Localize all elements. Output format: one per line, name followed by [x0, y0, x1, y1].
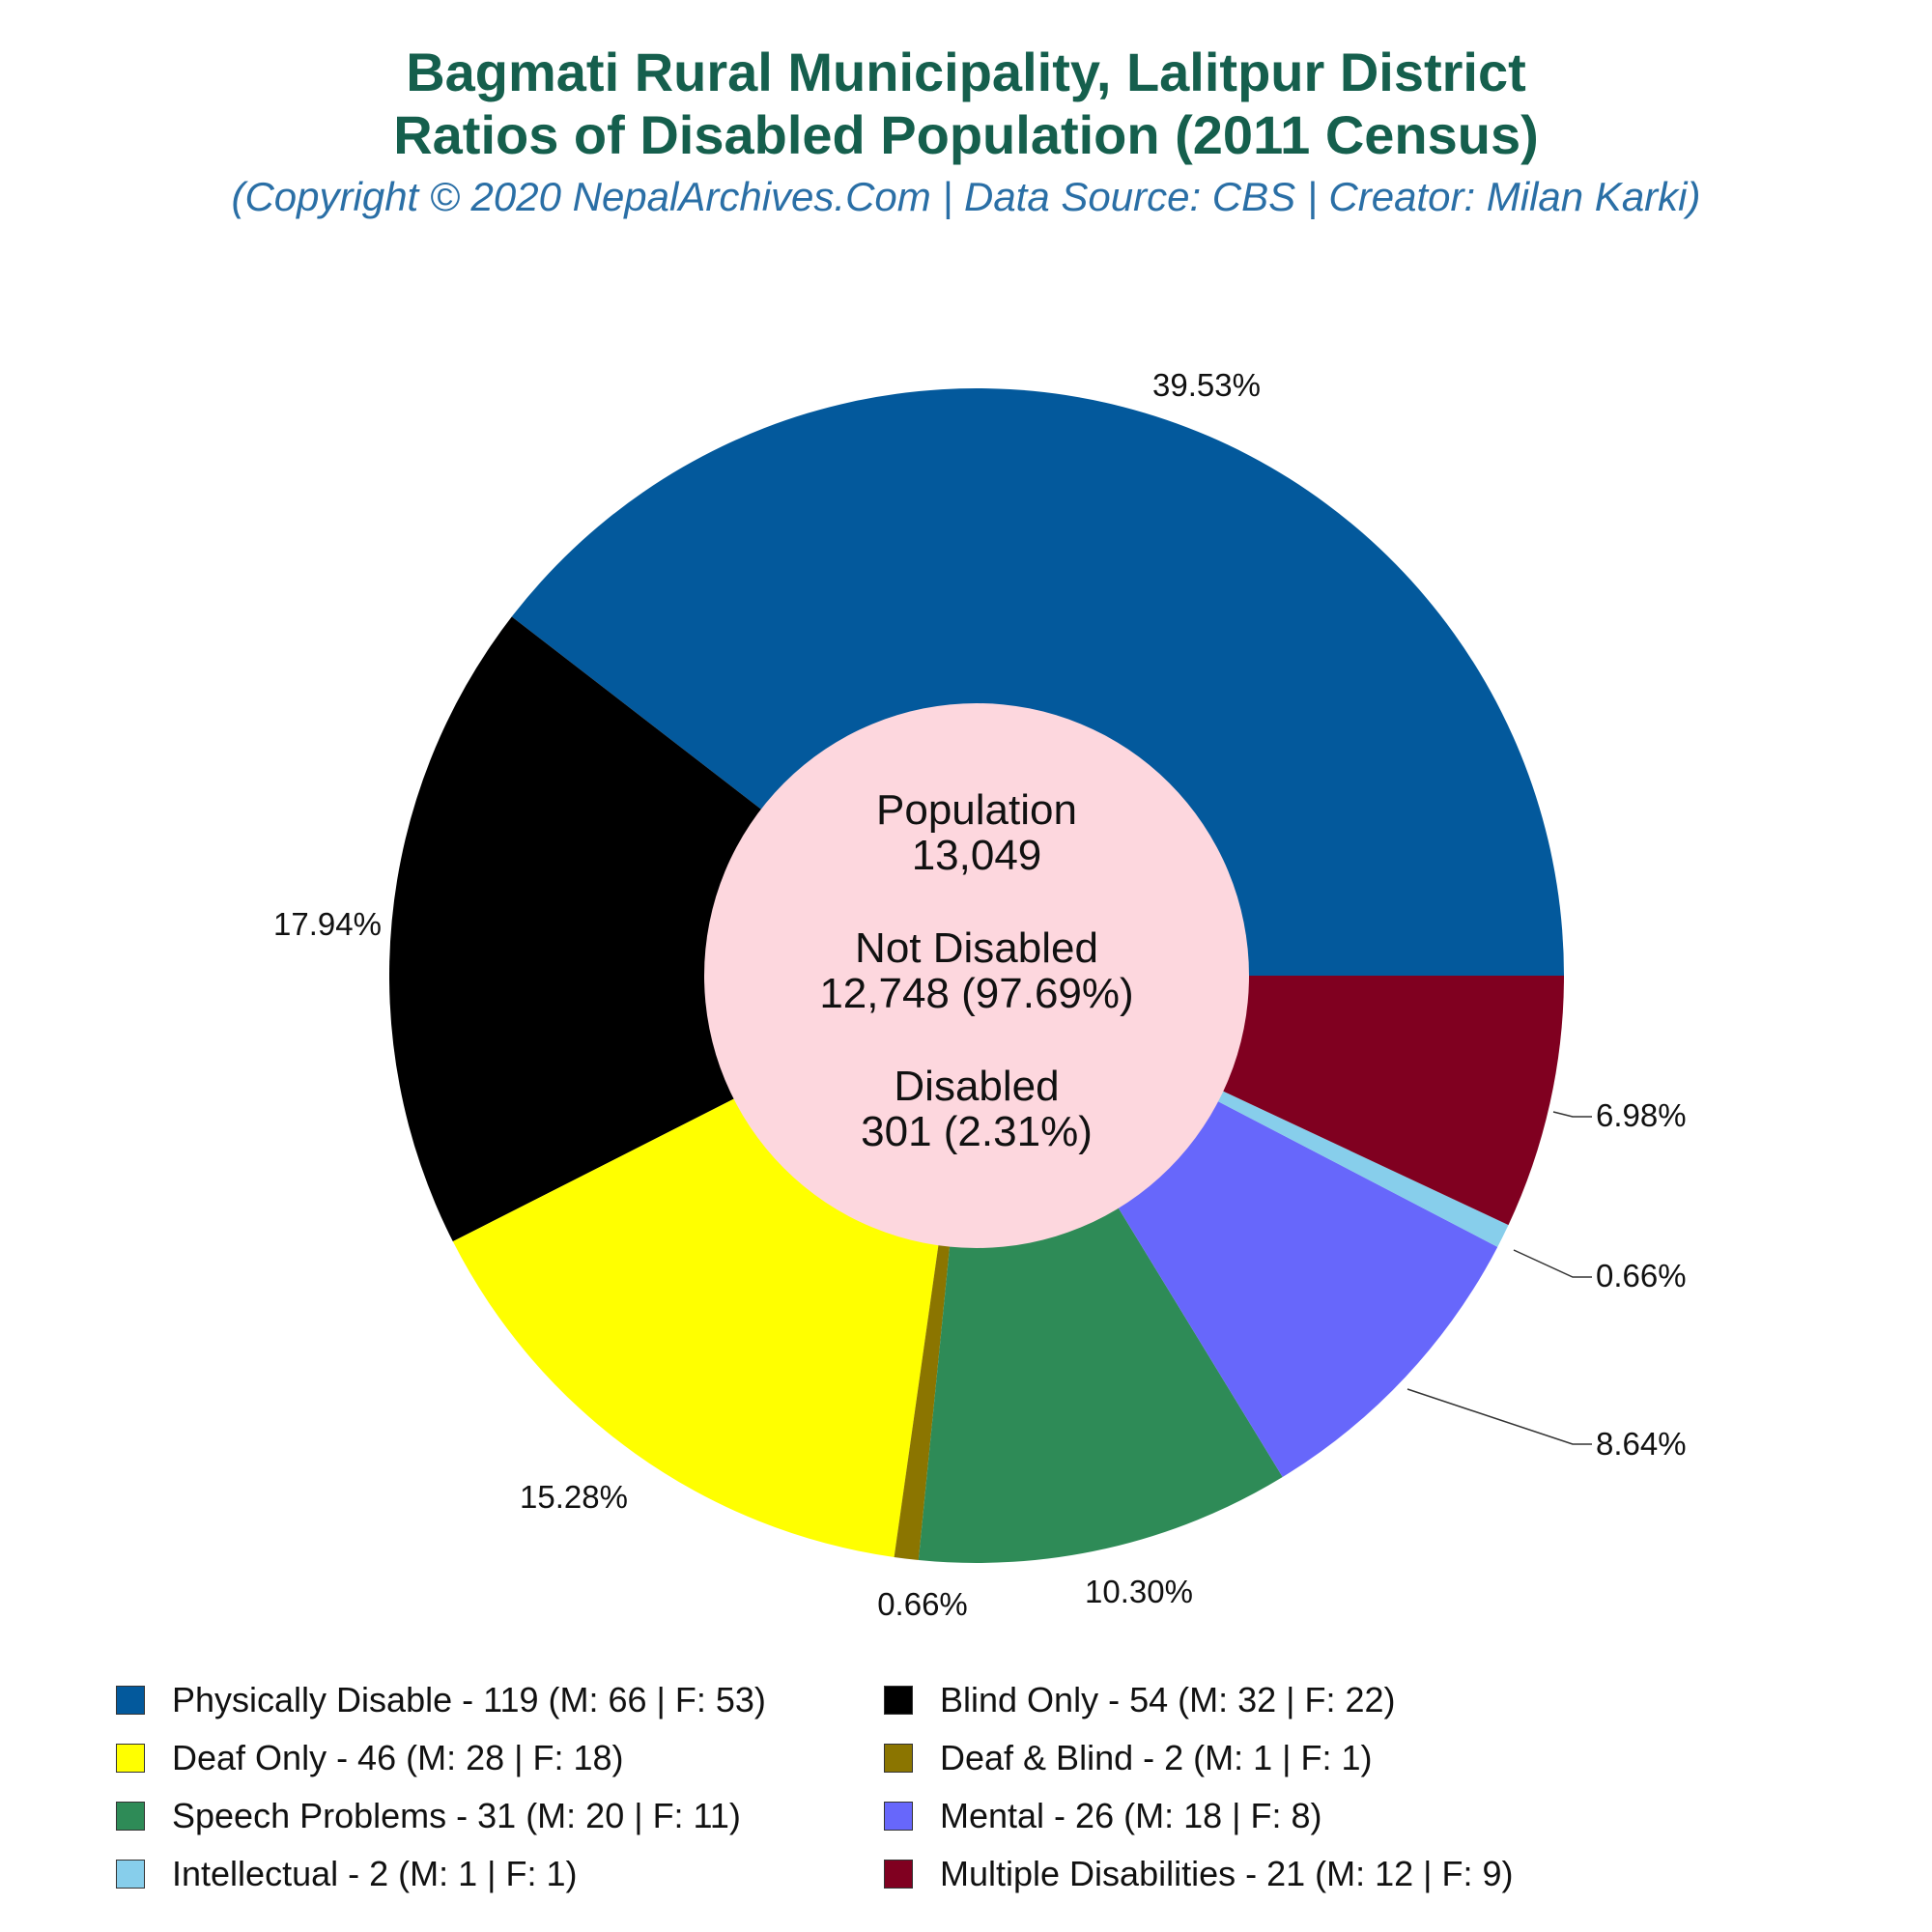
center-population-value: 13,049	[912, 832, 1042, 879]
legend-swatch	[116, 1860, 145, 1889]
legend-item-physically-disable: Physically Disable - 119 (M: 66 | F: 53)	[116, 1676, 766, 1724]
legend-item-mental: Mental - 26 (M: 18 | F: 8)	[884, 1792, 1321, 1840]
percent-label-intellectual: 0.66%	[1596, 1258, 1687, 1293]
legend-swatch	[884, 1860, 913, 1889]
label-leader-lines	[1406, 1111, 1592, 1445]
leader-line-mental	[1406, 1388, 1592, 1445]
center-disabled-label: Disabled	[894, 1063, 1059, 1110]
legend-label: Blind Only - 54 (M: 32 | F: 22)	[940, 1680, 1396, 1719]
legend-swatch	[884, 1686, 913, 1715]
legend-item-deaf-only: Deaf Only - 46 (M: 28 | F: 18)	[116, 1734, 624, 1782]
legend-item-multiple-disabilities: Multiple Disabilities - 21 (M: 12 | F: 9…	[884, 1850, 1514, 1898]
legend-label: Multiple Disabilities - 21 (M: 12 | F: 9…	[940, 1854, 1514, 1893]
percent-label-multiple-disabilities: 6.98%	[1596, 1097, 1687, 1133]
legend-item-blind-only: Blind Only - 54 (M: 32 | F: 22)	[884, 1676, 1396, 1724]
center-not-disabled-label: Not Disabled	[855, 924, 1098, 972]
leader-line-intellectual	[1513, 1249, 1592, 1278]
legend-label: Physically Disable - 119 (M: 66 | F: 53)	[172, 1680, 766, 1719]
center-disabled-value: 301 (2.31%)	[861, 1108, 1093, 1155]
percent-label-physically-disable: 39.53%	[1152, 367, 1261, 403]
chart-title-line2: Ratios of Disabled Population (2011 Cens…	[393, 104, 1539, 165]
legend-label: Intellectual - 2 (M: 1 | F: 1)	[172, 1854, 578, 1893]
percent-label-blind-only: 17.94%	[273, 906, 382, 942]
percent-label-mental: 8.64%	[1596, 1426, 1687, 1462]
center-population-label: Population	[876, 786, 1077, 834]
slice-physically-disable	[511, 387, 1564, 977]
leader-line-multiple-disabilities	[1552, 1111, 1592, 1118]
legend-swatch	[884, 1802, 913, 1831]
percent-label-deaf-blind: 0.66%	[877, 1586, 968, 1622]
percent-label-speech-problems: 10.30%	[1085, 1574, 1193, 1609]
percent-labels: 39.53% 17.94% 15.28% 0.66% 10.30% 8.64% 0.66% 6…	[273, 367, 1687, 1622]
center-hole	[704, 703, 1249, 1248]
legend-item-speech-problems: Speech Problems - 31 (M: 20 | F: 11)	[116, 1792, 741, 1840]
legend-swatch	[116, 1686, 145, 1715]
legend-label: Speech Problems - 31 (M: 20 | F: 11)	[172, 1796, 741, 1835]
legend-label: Mental - 26 (M: 18 | F: 8)	[940, 1796, 1322, 1835]
legend-label: Deaf Only - 46 (M: 28 | F: 18)	[172, 1738, 624, 1777]
legend-item-intellectual: Intellectual - 2 (M: 1 | F: 1)	[116, 1850, 577, 1898]
chart-title-line1: Bagmati Rural Municipality, Lalitpur Dis…	[406, 42, 1526, 102]
legend-label: Deaf & Blind - 2 (M: 1 | F: 1)	[940, 1738, 1373, 1777]
slice-blind-only	[389, 616, 977, 1242]
chart-subtitle: (Copyright © 2020 NepalArchives.Com | Da…	[231, 174, 1701, 219]
legend-item-deaf-blind: Deaf & Blind - 2 (M: 1 | F: 1)	[884, 1734, 1373, 1782]
legend-swatch	[884, 1744, 913, 1773]
legend-swatch	[116, 1744, 145, 1773]
legend-swatch	[116, 1802, 145, 1831]
percent-label-deaf-only: 15.28%	[520, 1479, 628, 1515]
center-not-disabled-value: 12,748 (97.69%)	[819, 970, 1133, 1017]
